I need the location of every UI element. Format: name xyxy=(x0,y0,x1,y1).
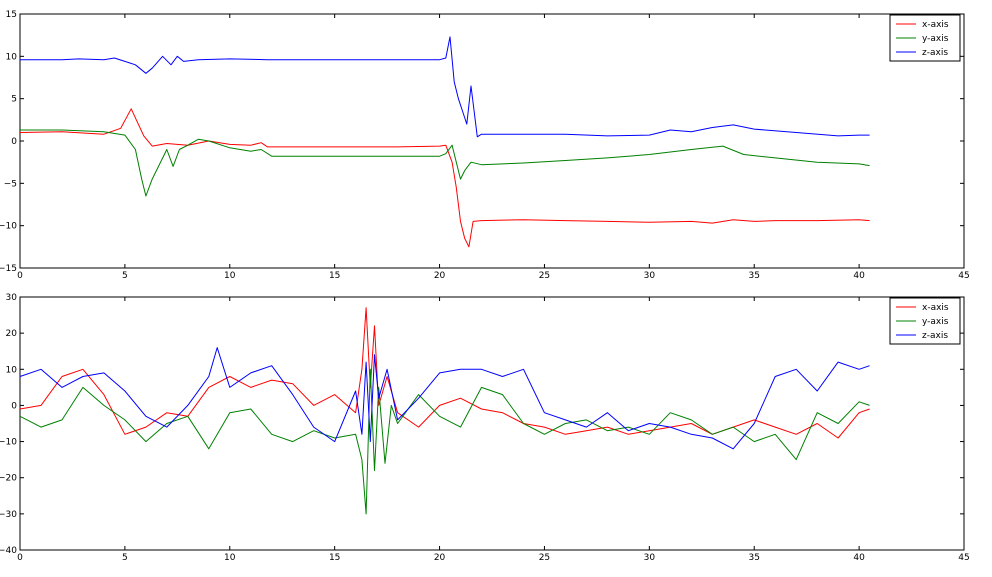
bottom-x-tick-label: 10 xyxy=(224,553,236,563)
bottom-y-tick-label: −10 xyxy=(0,438,17,448)
top-x-tick-label: 45 xyxy=(958,271,969,281)
bottom-x-tick-label: 0 xyxy=(17,553,23,563)
top-y-tick-label: 15 xyxy=(6,10,17,20)
bottom-x-tick-label: 35 xyxy=(748,553,759,563)
bottom-x-tick-label: 30 xyxy=(644,553,656,563)
bottom-y-tick-label: 20 xyxy=(6,329,18,339)
top-y-tick-label: −5 xyxy=(4,179,17,189)
top-x-tick-label: 20 xyxy=(434,271,446,281)
top-series-line-z-axis xyxy=(20,36,870,138)
bottom-legend-label: x-axis xyxy=(922,303,949,313)
top-series-line-x-axis xyxy=(19,108,870,248)
top-x-tick-label: 5 xyxy=(122,271,128,281)
top-x-tick-label: 35 xyxy=(748,271,759,281)
top-y-tick-label: 0 xyxy=(11,137,17,147)
bottom-x-tick-label: 45 xyxy=(958,553,969,563)
bottom-x-tick-label: 25 xyxy=(539,553,550,563)
top-x-tick-label: 25 xyxy=(539,271,550,281)
bottom-x-tick-label: 40 xyxy=(853,553,865,563)
bottom-legend-label: z-axis xyxy=(922,331,948,341)
top-legend: x-axis y-axis z-axis xyxy=(889,14,961,62)
top-y-tick-label: −10 xyxy=(0,222,17,232)
bottom-y-tick-label: −30 xyxy=(0,510,17,520)
bottom-legend: x-axis y-axis z-axis xyxy=(889,297,961,345)
bottom-legend-label: y-axis xyxy=(922,317,949,327)
bottom-x-tick-label: 5 xyxy=(122,553,128,563)
bottom-y-tick-label: 10 xyxy=(6,365,18,375)
bottom-chart-axes: 0 5 10 15 20 25 30 35 40 45 30 20 10 0 −10 −20 −30 −40 x-a… xyxy=(0,293,970,563)
top-plot-frame xyxy=(19,13,965,269)
top-legend-label: y-axis xyxy=(922,34,949,44)
top-legend-label: z-axis xyxy=(922,48,948,58)
bottom-x-tick-label: 15 xyxy=(329,553,340,563)
bottom-series-line-y-axis xyxy=(19,368,870,515)
bottom-series-line-z-axis xyxy=(19,347,870,450)
bottom-y-tick-label: 0 xyxy=(11,401,17,411)
top-chart-axes: 0 5 10 15 20 25 30 35 40 45 15 10 5 0 −5 −10 −15 x-axis y-… xyxy=(0,10,970,281)
top-legend-label: x-axis xyxy=(922,20,949,30)
bottom-y-tick-label: 30 xyxy=(6,293,18,303)
top-y-tick-label: 10 xyxy=(6,52,18,62)
bottom-plot-frame xyxy=(19,296,965,551)
top-series-line-y-axis xyxy=(20,129,870,197)
top-x-tick-label: 0 xyxy=(17,271,23,281)
bottom-y-tick-label: −20 xyxy=(0,474,17,484)
top-x-tick-label: 15 xyxy=(329,271,340,281)
top-y-tick-label: 5 xyxy=(11,95,17,105)
top-x-tick-label: 40 xyxy=(853,271,865,281)
bottom-x-tick-label: 20 xyxy=(434,553,446,563)
top-x-tick-label: 10 xyxy=(224,271,236,281)
top-x-tick-label: 30 xyxy=(644,271,656,281)
bottom-y-tick-label: −40 xyxy=(0,546,17,556)
top-y-tick-label: −15 xyxy=(0,264,17,274)
